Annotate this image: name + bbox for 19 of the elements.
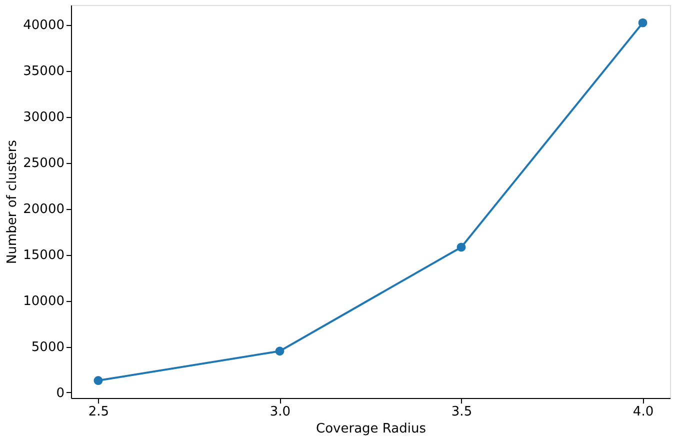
y-tick-label: 25000: [23, 156, 64, 172]
y-tick-label: 10000: [23, 294, 64, 310]
y-tick-label: 15000: [23, 248, 64, 264]
y-axis-title: Number of clusters: [5, 140, 20, 264]
y-tick-label: 40000: [23, 18, 64, 34]
point: [456, 242, 466, 252]
y-tick-label: 20000: [23, 202, 64, 218]
x-tick-label: 3.5: [451, 404, 472, 420]
y-tick-label: 0: [56, 386, 64, 401]
y-tick-label: 5000: [31, 340, 64, 356]
point: [638, 18, 648, 28]
y-tick-label: 35000: [23, 64, 64, 80]
point: [275, 346, 284, 356]
x-tick-label: 4.0: [632, 404, 654, 420]
point: [94, 376, 103, 385]
x-axis-title: Coverage Radius: [316, 422, 426, 436]
x-tick-label: 2.5: [88, 404, 110, 420]
y-tick-label: 30000: [23, 110, 64, 126]
x-tick-label: 3.0: [270, 404, 291, 420]
